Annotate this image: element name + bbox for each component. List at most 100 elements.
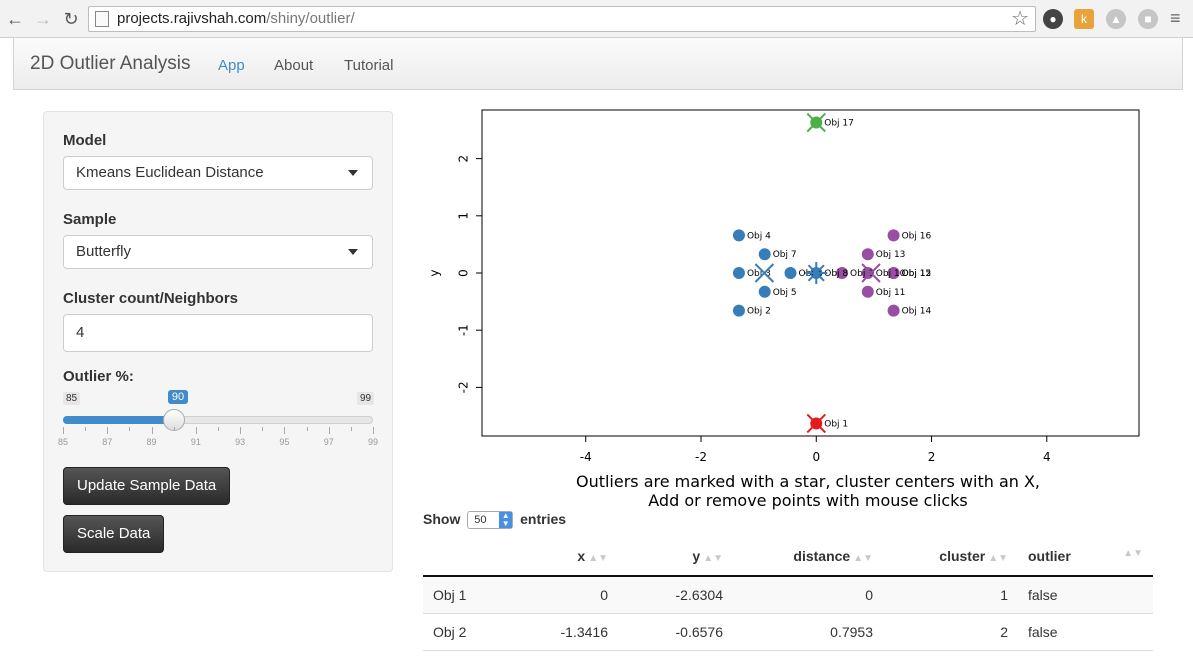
data-point <box>887 304 900 317</box>
table-length-control: Show 50 ▲ ▼ entries <box>423 511 566 530</box>
model-select[interactable]: Kmeans Euclidean Distance <box>63 156 373 190</box>
page-icon <box>95 11 109 27</box>
show-label: Show <box>423 511 461 527</box>
cell-y: -2.6304 <box>618 576 733 614</box>
slider-tick <box>195 427 197 434</box>
slider-tick-label: 85 <box>57 437 68 447</box>
outlier-star <box>807 264 825 282</box>
control-panel: Model Kmeans Euclidean Distance Sample B… <box>43 111 393 572</box>
nav-app[interactable]: App <box>218 57 245 74</box>
cell-name: Obj 2 <box>423 613 503 651</box>
caption-line-2: Add or remove points with mouse clicks <box>648 491 968 510</box>
point-label: Obj 3 <box>747 269 771 279</box>
slider-tick <box>173 427 175 431</box>
y-tick-label: 1 <box>457 212 471 220</box>
sample-select[interactable]: Butterfly <box>63 235 373 269</box>
address-bar[interactable]: projects.rajivshah.com/shiny/outlier/ ☆ <box>88 6 1036 32</box>
x-tick-label: -2 <box>695 450 707 464</box>
y-tick-label: -2 <box>457 381 471 393</box>
point-label: Obj 5 <box>773 288 797 298</box>
point-label: Obj 4 <box>747 231 771 241</box>
drive-icon[interactable]: ▲ <box>1106 9 1126 29</box>
slider-tick <box>85 427 87 431</box>
scatter-plot[interactable]: -4 -2 0 2 4 -2 -1 0 1 2 Obj 1 Obj 2 Obj 3 Obj 4 Obj 5… <box>423 104 1153 469</box>
app-brand[interactable]: 2D Outlier Analysis <box>30 53 191 74</box>
slider-tick <box>218 427 219 431</box>
nav-about[interactable]: About <box>274 57 314 74</box>
slider-value-badge: 90 <box>168 390 188 404</box>
slider-max-label: 99 <box>357 392 375 405</box>
y-tick-label: -1 <box>457 324 471 336</box>
chevron-down-icon <box>348 170 358 176</box>
chevron-down-icon <box>348 249 358 255</box>
slider-tick-label: 91 <box>190 437 201 447</box>
slider-tick <box>151 427 153 434</box>
slider-tick <box>328 427 330 434</box>
scale-data-button[interactable]: Scale Data <box>63 515 165 553</box>
data-point <box>861 285 874 298</box>
slider-tick <box>350 427 352 431</box>
plot-caption: Outliers are marked with a star, cluster… <box>423 472 1193 510</box>
table-row[interactable]: Obj 2 -1.3416 -0.6576 0.7953 2 false <box>423 613 1153 651</box>
data-point <box>861 248 874 261</box>
extension-gray-icon[interactable]: ■ <box>1138 9 1158 29</box>
slider-fill <box>63 416 174 424</box>
page-length-value: 50 <box>474 514 487 527</box>
header-distance[interactable]: distance ▲▼ <box>733 536 883 577</box>
extension-icon[interactable]: ● <box>1043 9 1063 29</box>
forward-icon[interactable]: → <box>34 9 52 29</box>
cluster-center-x <box>861 263 881 283</box>
sort-icon: ▲▼ <box>1123 547 1143 559</box>
reload-icon[interactable]: ↻ <box>63 9 79 29</box>
slider-tick-label: 89 <box>146 437 157 447</box>
model-label: Model <box>63 132 107 149</box>
browser-toolbar: ← → ↻ projects.rajivshah.com/shiny/outli… <box>0 0 1193 38</box>
cell-cluster: 1 <box>883 576 1018 614</box>
menu-icon[interactable]: ≡ <box>1170 8 1181 28</box>
bookmark-star-icon[interactable]: ☆ <box>1011 8 1029 30</box>
update-sample-button[interactable]: Update Sample Data <box>63 467 231 505</box>
table-row[interactable]: Obj 1 0 -2.6304 0 1 false <box>423 576 1153 614</box>
point-label: Obj 11 <box>876 288 906 298</box>
slider-tick <box>240 427 242 434</box>
y-axis-label: y <box>428 269 442 276</box>
header-x[interactable]: x ▲▼ <box>503 536 618 577</box>
point-label: Obj 10 <box>876 269 906 279</box>
model-value: Kmeans Euclidean Distance <box>76 164 264 181</box>
slider-tick <box>284 427 286 434</box>
sort-icon: ▲▼ <box>853 552 873 564</box>
cluster-count-input[interactable]: 4 <box>63 314 373 352</box>
nav-tutorial[interactable]: Tutorial <box>344 57 394 74</box>
slider-tick-label: 87 <box>102 437 113 447</box>
cluster-center-x <box>806 112 826 133</box>
table-header-row: x ▲▼ y ▲▼ distance ▲▼ cluster ▲▼ outlier ▲▼ <box>423 536 1153 577</box>
point-label: Obj 7 <box>773 250 797 260</box>
page-length-select[interactable]: 50 ▲ ▼ <box>467 511 514 530</box>
slider-tick <box>63 427 64 434</box>
point-label: Obj 13 <box>876 250 906 260</box>
slider-tick <box>306 427 308 431</box>
plot-axes: -4 -2 0 2 4 -2 -1 0 1 2 <box>457 155 1051 464</box>
header-outlier[interactable]: outlier ▲▼ <box>1018 536 1153 577</box>
sort-icon: ▲▼ <box>588 552 608 564</box>
slider-ticks <box>63 427 374 437</box>
outlier-label: Outlier %: <box>63 368 134 385</box>
x-tick-label: 0 <box>812 450 820 464</box>
data-point <box>732 229 745 242</box>
header-cluster[interactable]: cluster ▲▼ <box>883 536 1018 577</box>
extension-k-icon[interactable]: k <box>1074 9 1094 29</box>
header-y[interactable]: y ▲▼ <box>618 536 733 577</box>
slider-tick <box>129 427 131 431</box>
header-name[interactable] <box>423 536 503 577</box>
back-icon[interactable]: ← <box>6 9 24 29</box>
caption-line-1: Outliers are marked with a star, cluster… <box>575 472 1041 491</box>
cell-name: Obj 1 <box>423 576 503 614</box>
y-tick-label: 2 <box>457 155 471 163</box>
cell-x: 0 <box>503 576 618 614</box>
data-point <box>861 267 874 279</box>
sort-icon: ▲▼ <box>988 552 1008 564</box>
x-tick-label: -4 <box>580 450 592 464</box>
slider-min-label: 85 <box>63 392 81 405</box>
data-point <box>758 248 771 261</box>
